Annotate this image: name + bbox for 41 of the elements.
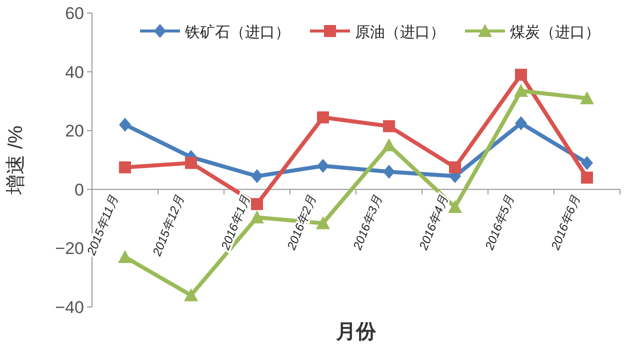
x-tick-label: 2016年3月 xyxy=(350,193,385,253)
x-tick-label: 2015年12月 xyxy=(149,193,187,259)
y-axis-title: 增速 /% xyxy=(5,125,27,196)
point xyxy=(449,161,461,174)
x-tick-label: 2015年11月 xyxy=(84,193,121,258)
y-tick-label: 0 xyxy=(74,180,84,200)
point xyxy=(251,198,263,210)
point xyxy=(515,68,527,81)
x-tick-label: 2016年2月 xyxy=(284,193,319,253)
point xyxy=(383,120,395,132)
x-tick-label: 2016年1月 xyxy=(218,193,253,253)
x-axis-title: 月份 xyxy=(335,321,377,343)
legend-label: 原油（进口） xyxy=(355,24,445,41)
point xyxy=(581,156,593,170)
point xyxy=(118,250,132,264)
point xyxy=(382,138,396,152)
legend-label: 煤炭（进口） xyxy=(510,24,600,41)
legend-label: 铁矿石（进口） xyxy=(184,24,290,41)
point xyxy=(581,172,593,184)
x-tick-label: 2016年6月 xyxy=(548,193,583,253)
point xyxy=(514,84,528,97)
y-tick-label: 60 xyxy=(65,4,84,23)
point xyxy=(119,161,131,174)
y-tick-label: −40 xyxy=(55,298,84,317)
point xyxy=(251,169,263,184)
x-tick-label: 2016年5月 xyxy=(482,193,517,253)
point xyxy=(316,216,330,230)
point xyxy=(317,111,329,124)
x-tick-label: 2016年4月 xyxy=(416,193,451,253)
point xyxy=(515,116,527,130)
y-tick-label: 20 xyxy=(65,122,84,141)
point xyxy=(184,288,198,302)
point xyxy=(250,210,264,224)
y-tick-label: −20 xyxy=(55,239,84,258)
point xyxy=(580,91,594,104)
point xyxy=(119,118,131,132)
point xyxy=(317,158,329,173)
point xyxy=(448,200,462,214)
y-tick-label: 40 xyxy=(65,62,84,82)
point xyxy=(383,164,395,179)
point xyxy=(185,156,197,169)
